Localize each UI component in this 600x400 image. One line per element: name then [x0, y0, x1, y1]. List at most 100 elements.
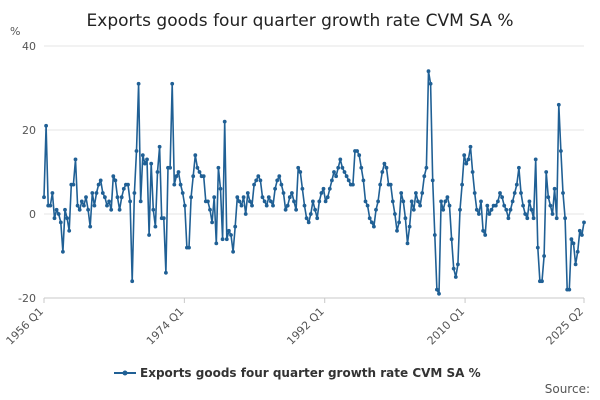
data-point[interactable] — [290, 191, 294, 195]
data-point[interactable] — [365, 203, 370, 208]
data-point[interactable] — [325, 195, 330, 200]
data-point[interactable] — [458, 207, 462, 212]
data-point[interactable] — [407, 224, 412, 229]
data-point[interactable] — [432, 233, 437, 237]
data-point[interactable] — [338, 157, 343, 162]
data-point[interactable] — [84, 195, 88, 200]
data-point[interactable] — [575, 249, 580, 254]
data-point[interactable] — [155, 170, 160, 174]
data-point[interactable] — [485, 203, 490, 208]
data-point[interactable] — [117, 207, 122, 212]
data-point[interactable] — [92, 203, 97, 208]
data-point[interactable] — [527, 199, 532, 204]
data-point[interactable] — [182, 203, 187, 208]
data-point[interactable] — [474, 207, 479, 212]
data-point[interactable] — [342, 170, 347, 174]
data-point[interactable] — [229, 233, 233, 237]
data-point[interactable] — [416, 199, 420, 204]
data-point[interactable] — [58, 220, 63, 225]
data-point[interactable] — [529, 207, 534, 212]
data-point[interactable] — [489, 207, 494, 212]
data-point[interactable] — [170, 81, 175, 86]
data-point[interactable] — [107, 199, 111, 204]
data-point[interactable] — [189, 195, 194, 200]
data-point[interactable] — [214, 241, 219, 246]
data-point[interactable] — [88, 224, 93, 229]
data-point[interactable] — [262, 199, 267, 204]
data-point[interactable] — [477, 212, 481, 216]
data-point[interactable] — [269, 199, 273, 204]
data-point[interactable] — [308, 212, 313, 216]
data-point[interactable] — [466, 157, 471, 162]
data-point[interactable] — [285, 203, 290, 208]
data-point[interactable] — [393, 212, 397, 216]
data-point[interactable] — [54, 207, 59, 212]
data-point[interactable] — [508, 207, 513, 212]
data-point[interactable] — [65, 216, 69, 221]
data-point[interactable] — [409, 199, 414, 204]
data-point[interactable] — [210, 220, 215, 225]
data-point[interactable] — [67, 228, 72, 233]
data-point[interactable] — [399, 191, 404, 195]
data-point[interactable] — [428, 81, 433, 86]
data-point[interactable] — [447, 203, 452, 208]
data-point[interactable] — [323, 199, 328, 204]
data-point[interactable] — [304, 216, 309, 221]
data-point[interactable] — [422, 174, 427, 179]
data-point[interactable] — [420, 191, 425, 195]
data-point[interactable] — [258, 178, 263, 183]
data-point[interactable] — [321, 186, 326, 191]
data-point[interactable] — [216, 165, 221, 170]
data-point[interactable] — [172, 182, 177, 187]
data-point[interactable] — [119, 195, 124, 200]
data-point[interactable] — [126, 182, 130, 187]
data-point[interactable] — [483, 233, 488, 237]
data-point[interactable] — [134, 149, 139, 153]
data-point[interactable] — [563, 216, 567, 221]
data-point[interactable] — [256, 174, 261, 179]
data-point[interactable] — [239, 203, 244, 208]
data-point[interactable] — [187, 245, 191, 250]
data-point[interactable] — [500, 195, 504, 200]
data-point[interactable] — [151, 207, 156, 212]
data-point[interactable] — [235, 195, 240, 200]
data-point[interactable] — [140, 153, 145, 158]
data-point[interactable] — [294, 207, 298, 212]
data-point[interactable] — [279, 182, 284, 187]
data-point[interactable] — [559, 149, 563, 153]
data-point[interactable] — [178, 182, 183, 187]
data-point[interactable] — [153, 224, 158, 229]
data-point[interactable] — [113, 178, 118, 183]
data-point[interactable] — [168, 165, 173, 170]
data-point[interactable] — [517, 165, 521, 170]
data-point[interactable] — [193, 153, 198, 158]
data-point[interactable] — [357, 153, 362, 158]
data-point[interactable] — [149, 161, 154, 166]
data-point[interactable] — [453, 275, 458, 279]
data-point[interactable] — [435, 287, 439, 292]
data-point[interactable] — [136, 81, 141, 86]
data-point[interactable] — [332, 170, 336, 174]
data-point[interactable] — [361, 178, 366, 183]
data-point[interactable] — [109, 207, 114, 212]
data-point[interactable] — [376, 199, 380, 204]
data-point[interactable] — [336, 165, 341, 170]
data-point[interactable] — [180, 191, 185, 195]
data-point[interactable] — [355, 149, 359, 153]
data-point[interactable] — [443, 199, 448, 204]
data-point[interactable] — [71, 182, 76, 187]
data-point[interactable] — [52, 216, 57, 221]
data-point[interactable] — [580, 233, 584, 237]
data-point[interactable] — [397, 220, 401, 225]
data-point[interactable] — [273, 186, 277, 191]
data-point[interactable] — [111, 174, 116, 179]
data-point[interactable] — [317, 199, 322, 204]
data-point[interactable] — [63, 207, 67, 212]
data-point[interactable] — [374, 207, 378, 212]
data-point[interactable] — [296, 165, 301, 170]
data-point[interactable] — [462, 153, 467, 158]
data-point[interactable] — [298, 170, 303, 174]
data-point[interactable] — [103, 195, 107, 200]
legend[interactable]: Exports goods four quarter growth rate C… — [114, 366, 481, 380]
data-point[interactable] — [241, 195, 246, 200]
